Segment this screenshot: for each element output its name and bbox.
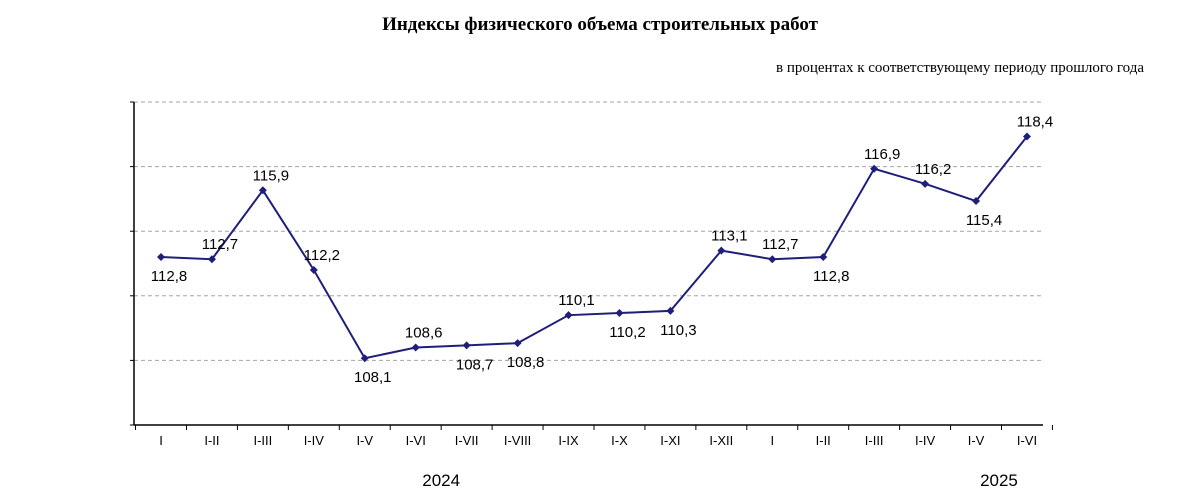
- data-label: 116,9: [864, 146, 900, 163]
- x-tick-label: I: [159, 433, 163, 448]
- data-point: [921, 179, 930, 188]
- data-label: 110,3: [660, 322, 696, 339]
- data-label: 110,1: [558, 292, 594, 309]
- x-tick-label: I-V: [356, 433, 373, 448]
- data-label: 115,9: [253, 167, 289, 184]
- data-point: [157, 253, 165, 262]
- data-label: 116,2: [915, 161, 951, 178]
- data-label: 112,2: [304, 247, 340, 264]
- data-point: [360, 354, 369, 363]
- x-tick-label: I-VI: [406, 433, 426, 448]
- x-tick-label: I-III: [253, 433, 272, 448]
- x-tick-label: I-II: [816, 433, 831, 448]
- x-tick-label: I-III: [865, 433, 884, 448]
- x-tick-label: I-IX: [558, 433, 579, 448]
- data-label: 112,8: [151, 268, 187, 285]
- data-point: [972, 197, 981, 206]
- x-tick-label: I-VIII: [504, 433, 531, 448]
- data-label: 108,7: [456, 356, 494, 373]
- data-point: [615, 309, 624, 318]
- data-point: [411, 343, 420, 352]
- data-label: 118,4: [1017, 113, 1053, 130]
- series-line: [160, 135, 1028, 360]
- data-point: [207, 255, 216, 264]
- data-point: [513, 339, 522, 348]
- chart-title: Индексы физического объема строительных …: [382, 14, 818, 35]
- x-tick-label: I: [770, 433, 774, 448]
- x-tick-label: I-VII: [455, 433, 479, 448]
- year-label: 2025: [980, 471, 1018, 490]
- data-point: [768, 255, 777, 264]
- x-tick-label: I-IV: [915, 433, 936, 448]
- x-tick-label: I-V: [968, 433, 985, 448]
- data-point: [870, 164, 879, 173]
- data-point: [717, 246, 726, 255]
- data-label: 112,7: [762, 236, 798, 253]
- data-label: 108,1: [354, 369, 392, 386]
- data-label: 113,1: [711, 228, 747, 245]
- data-point: [309, 265, 318, 274]
- data-point: [462, 341, 471, 350]
- data-label: 115,4: [966, 212, 1002, 229]
- year-label: 2024: [422, 471, 460, 490]
- x-tick-label: I-XII: [709, 433, 733, 448]
- x-tick-label: I-XI: [660, 433, 680, 448]
- chart-subtitle: в процентах к соответствующему периоду п…: [776, 60, 1144, 76]
- data-label: 108,8: [507, 354, 545, 371]
- data-label: 112,8: [813, 268, 849, 285]
- data-point: [564, 311, 573, 320]
- data-point: [1022, 132, 1031, 141]
- x-tick-label: I-VI: [1017, 433, 1037, 448]
- data-point: [819, 253, 828, 262]
- data-point: [258, 186, 267, 195]
- x-tick-label: I-IV: [304, 433, 325, 448]
- data-label: 108,6: [405, 324, 443, 341]
- x-tick-label: I-II: [204, 433, 219, 448]
- data-label: 110,2: [609, 324, 645, 341]
- data-point: [666, 306, 675, 315]
- data-label: 112,7: [202, 236, 238, 253]
- x-tick-label: I-X: [611, 433, 628, 448]
